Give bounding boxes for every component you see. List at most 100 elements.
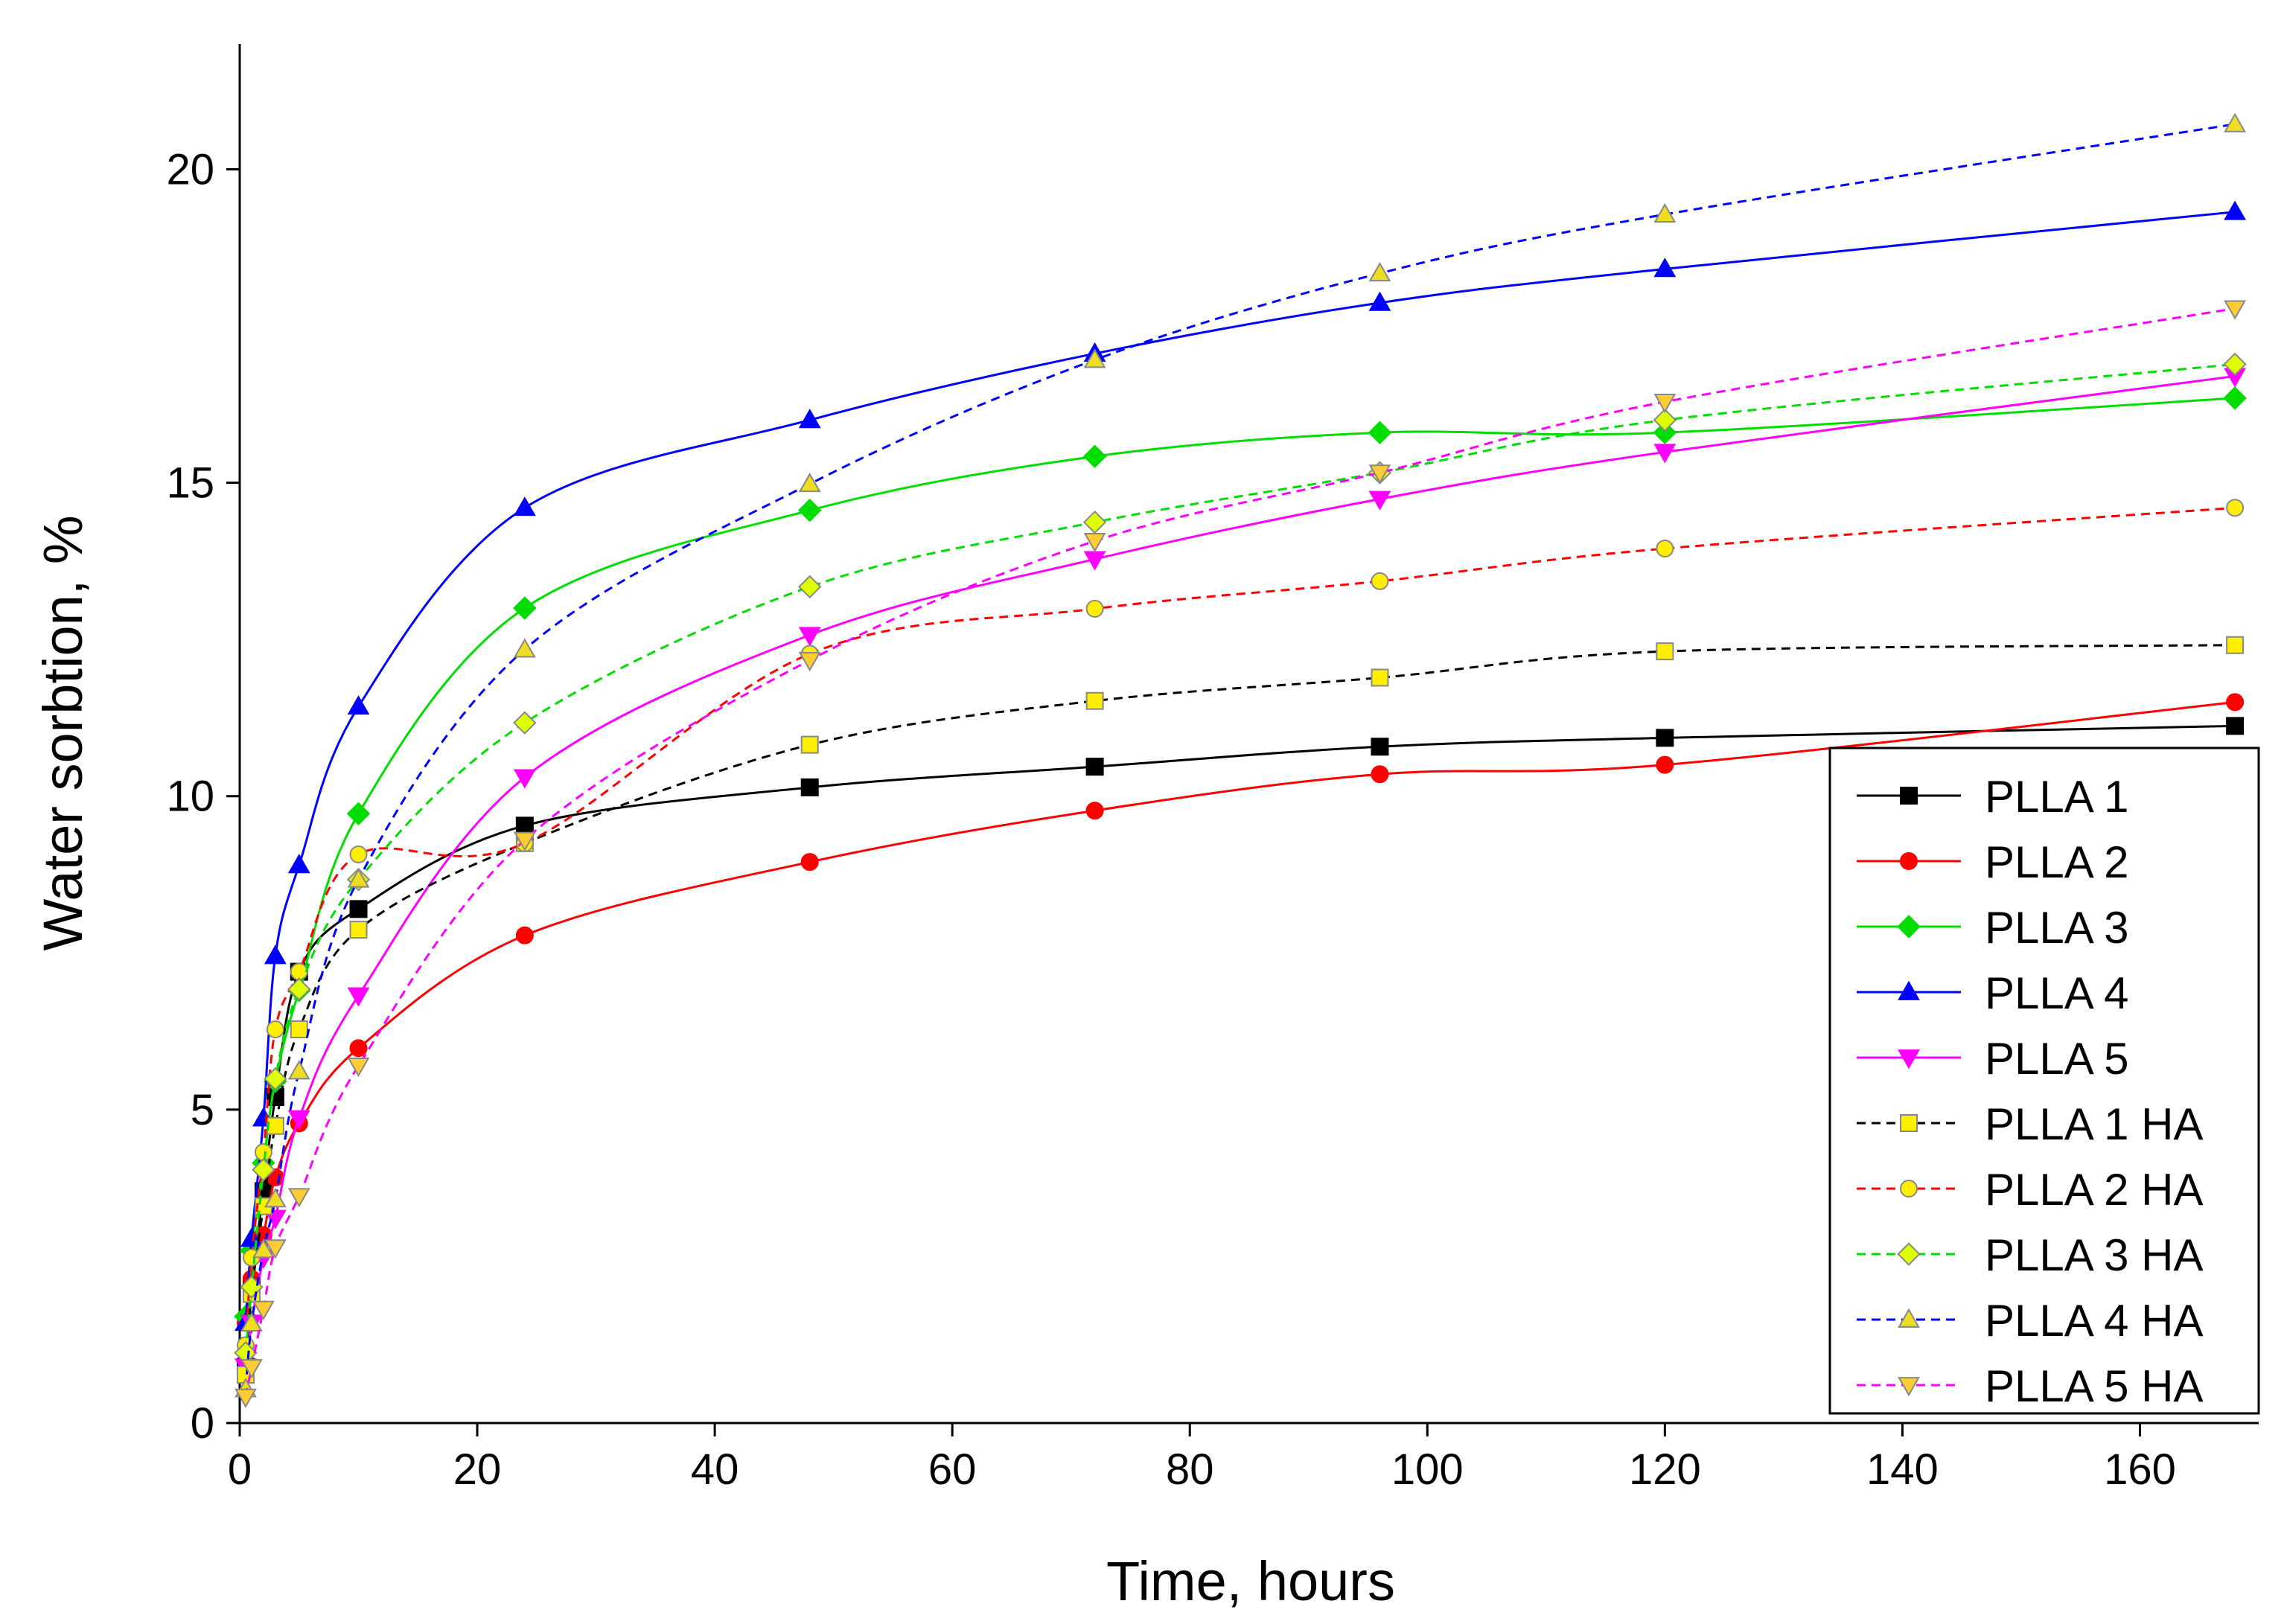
marker [1900,787,1918,805]
marker [798,498,822,522]
marker [1653,202,1677,223]
marker [349,845,368,864]
marker [1898,1377,1920,1397]
marker [287,1110,310,1130]
marker [252,1300,275,1320]
marker [1371,765,1389,784]
marker [287,1060,310,1080]
marker [264,1239,287,1259]
marker [1898,1308,1920,1328]
marker [2226,636,2245,654]
x-tick-label: 120 [1629,1445,1701,1494]
marker [513,831,536,851]
marker [513,596,537,620]
marker [347,868,370,888]
marker [2224,112,2247,132]
marker [1083,533,1106,553]
y-tick-label: 0 [191,1399,214,1448]
x-axis-label: Time, hours [1106,1550,1395,1612]
marker [1653,444,1677,464]
marker [2224,200,2247,220]
legend-label: PLLA 4 HA [1985,1296,2204,1346]
marker [349,1039,368,1058]
marker [1368,464,1391,485]
marker [513,711,537,735]
marker [798,473,821,493]
marker [800,853,819,872]
marker [2224,300,2247,320]
marker [1368,490,1391,511]
marker [1656,755,1674,774]
marker [347,987,370,1007]
marker [1368,291,1391,311]
marker [2223,386,2247,410]
marker [266,1116,284,1135]
y-tick-label: 10 [166,773,214,821]
marker [1897,1242,1921,1266]
series-line [244,644,2236,1375]
marker [1653,408,1677,432]
y-tick-label: 20 [166,145,214,194]
marker [1371,668,1389,687]
marker [1656,642,1674,661]
marker [2223,352,2247,377]
legend-label: PLLA 2 [1985,837,2129,887]
x-tick-label: 80 [1166,1445,1214,1494]
marker [290,1020,308,1039]
marker [240,1311,263,1332]
legend-label: PLLA 1 [1985,772,2129,822]
x-tick-label: 40 [691,1445,739,1494]
marker [346,802,371,826]
marker [1656,540,1674,558]
marker [1900,852,1918,870]
legend-label: PLLA 1 HA [1985,1099,2204,1149]
marker [1085,691,1104,710]
marker [252,1158,275,1182]
marker [349,921,368,939]
marker [798,575,822,599]
series-line [244,724,2236,1367]
marker [264,944,287,965]
series-line [244,362,2236,1353]
legend-label: PLLA 4 [1985,968,2129,1018]
legend-label: PLLA 5 HA [1985,1361,2204,1411]
marker [2226,693,2245,712]
marker [800,778,819,796]
marker [1371,572,1389,590]
marker [513,638,536,658]
marker [235,1388,257,1408]
marker [1900,1180,1918,1198]
marker [287,977,311,1001]
marker [513,769,536,789]
marker [1900,1114,1918,1132]
marker [2226,717,2245,735]
marker [1897,915,1921,939]
marker [1085,802,1104,820]
marker [1085,599,1104,618]
marker [287,1188,310,1208]
x-tick-label: 160 [2104,1445,2176,1494]
marker [1653,394,1677,414]
marker [2226,499,2245,517]
marker [800,735,819,754]
x-tick-label: 140 [1866,1445,1939,1494]
y-tick-label: 5 [191,1086,214,1134]
marker [798,652,821,672]
marker [347,695,370,715]
marker [515,816,534,835]
marker [266,1020,284,1039]
marker [254,1143,272,1162]
legend-label: PLLA 3 HA [1985,1230,2204,1280]
marker [1082,444,1107,468]
marker [264,1067,287,1091]
legend-label: PLLA 3 [1985,903,2129,953]
marker [1085,758,1104,776]
series-line [244,123,2236,1390]
marker [1656,729,1674,747]
marker [1368,262,1391,282]
marker [349,900,368,918]
marker [287,854,310,874]
marker [252,1238,275,1259]
marker [1653,421,1677,444]
